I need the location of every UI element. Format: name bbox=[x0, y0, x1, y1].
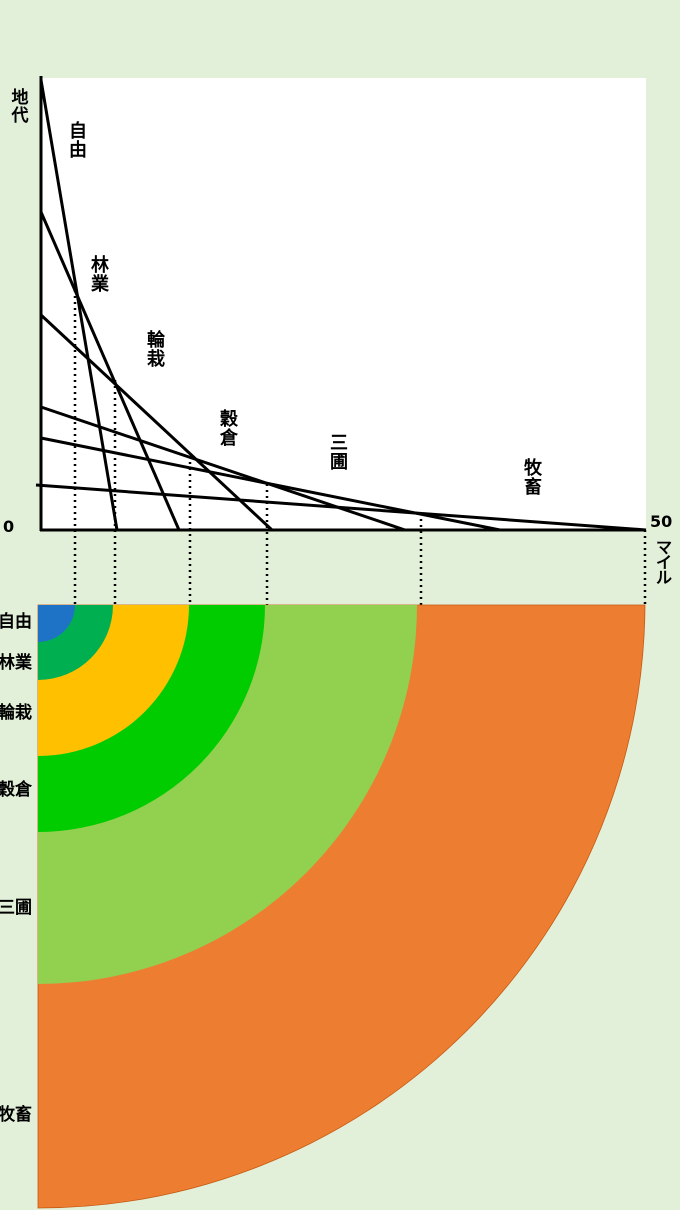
chart-label-jiyu-text: 自由 bbox=[69, 120, 87, 161]
zone-label-jiyu: 自由 bbox=[0, 611, 32, 632]
chart-crop-labels: 自由 林業 輪栽 穀倉 三圃 牧畜 bbox=[69, 120, 543, 498]
rent-line-ringyo bbox=[39, 211, 181, 531]
rent-chart-panel bbox=[40, 78, 646, 530]
zone-label-kokuso: 穀倉 bbox=[0, 779, 33, 800]
zone-label-sanpo: 三圃 bbox=[0, 898, 32, 918]
zone-jiyu bbox=[38, 605, 75, 642]
origin-label: 0 bbox=[3, 517, 14, 536]
zone-label-ringyo: 林業 bbox=[0, 652, 32, 673]
chart-label-rinsai: 輪栽 bbox=[147, 329, 166, 370]
rent-line-rinsai bbox=[39, 313, 274, 532]
y-axis-label-text: 地代 bbox=[11, 87, 29, 126]
zone-rings bbox=[37, 604, 646, 1209]
x-max-label: 50 bbox=[650, 512, 672, 531]
rent-line-kokuso bbox=[40, 405, 406, 532]
chart-label-kokuso: 穀倉 bbox=[219, 409, 239, 449]
rent-lines bbox=[35, 79, 647, 532]
x-axis-unit-label-text: マイル bbox=[656, 538, 672, 587]
y-axis-label: 地代 bbox=[11, 87, 29, 126]
chart-label-kokuso-text: 穀倉 bbox=[219, 409, 239, 449]
zone-label-rinsai: 輪栽 bbox=[0, 702, 32, 723]
chart-label-rinsai-text: 輪栽 bbox=[147, 329, 166, 370]
projection-lines bbox=[73, 290, 647, 605]
zone-label-bokuchiku: 牧畜 bbox=[0, 1104, 32, 1125]
rent-line-jiyu bbox=[39, 79, 119, 531]
rent-line-bokuchiku bbox=[35, 483, 647, 532]
chart-label-bokuchiku-text: 牧畜 bbox=[524, 457, 543, 498]
chart-label-bokuchiku: 牧畜 bbox=[524, 457, 543, 498]
chart-label-ringyo-text: 林業 bbox=[90, 254, 110, 295]
chart-label-sanpo-text: 三圃 bbox=[330, 433, 348, 473]
chart-label-sanpo: 三圃 bbox=[330, 433, 348, 473]
chart-label-ringyo: 林業 bbox=[90, 254, 110, 295]
chart-label-jiyu: 自由 bbox=[69, 120, 87, 161]
zone-labels: 自由 林業 輪栽 穀倉 三圃 牧畜 bbox=[0, 611, 33, 1125]
x-axis-unit-label: マイル bbox=[656, 538, 672, 587]
